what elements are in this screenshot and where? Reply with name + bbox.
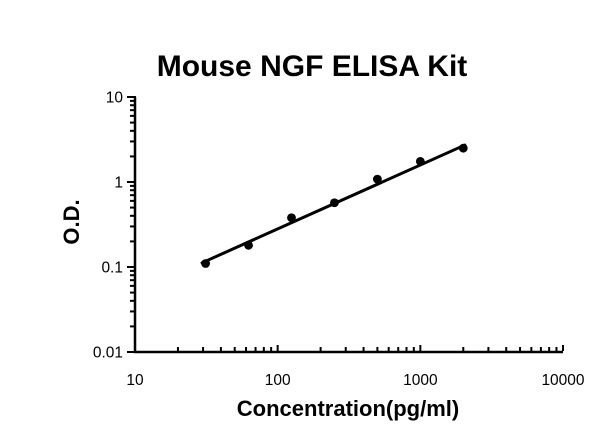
y-tick-label: 0.01 [93,345,123,362]
x-axis-label: Concentration(pg/ml) [236,396,460,421]
data-point [287,213,296,223]
y-tick-label: 0.1 [101,260,123,277]
y-tick-label: 1 [114,175,123,192]
x-tick-label: 10 [126,372,144,389]
y-tick-label: 10 [106,90,124,107]
x-tick-label: 100 [265,372,291,389]
x-tick-label: 10000 [541,372,584,389]
data-point [372,174,382,184]
chart-title: Mouse NGF ELISA Kit [156,50,468,83]
fit-line [200,143,467,265]
x-tick-label: 1000 [403,372,438,389]
